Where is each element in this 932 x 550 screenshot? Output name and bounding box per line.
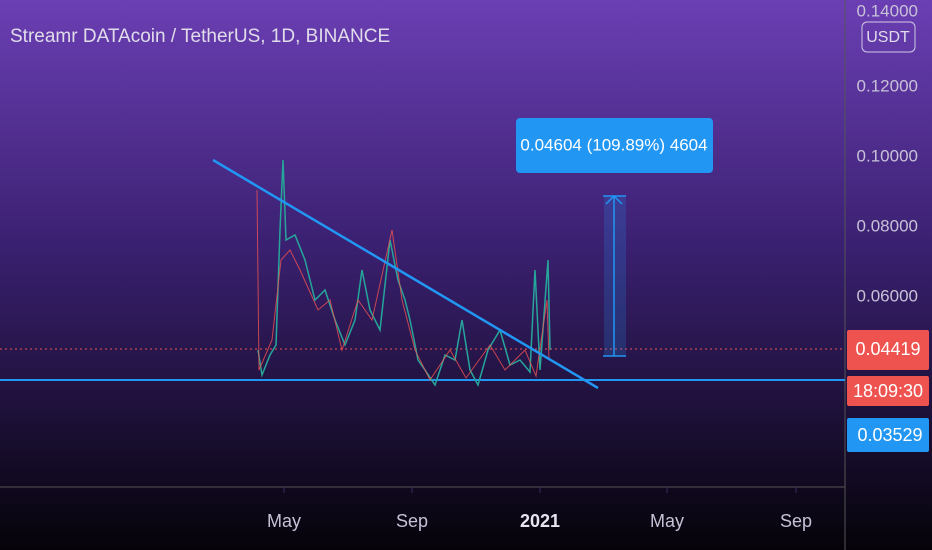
countdown-box [847,376,929,406]
time-label: Sep [396,511,428,531]
measure-area [604,196,626,356]
countdown-label: 18:09:30 [853,381,923,401]
last-price-box [847,330,929,370]
time-label: Sep [780,511,812,531]
measure-label: 0.04604 (109.89%) 4604 [520,135,707,154]
trend-line [212,158,599,390]
measure-box [516,118,713,173]
time-label: 2021 [520,511,560,531]
price-tick: 0.06000 [857,286,918,305]
price-tick: 0.08000 [857,216,918,235]
currency-button[interactable] [861,21,916,53]
last-price-label: 0.04419 [855,339,920,359]
price-series-down [256,189,550,381]
time-label: May [267,511,301,531]
line-price-label: 0.03529 [857,425,922,445]
price-series [257,159,551,387]
line-price-box [847,418,929,452]
price-tick: 0.10000 [857,146,918,165]
chart-title: Streamr DATAcoin / TetherUS, 1D, BINANCE [10,26,390,47]
time-label: May [650,511,684,531]
price-tick: 0.12000 [857,76,918,95]
price-tick: 0.14000 [857,1,918,20]
currency-label[interactable]: USDT [866,29,910,46]
